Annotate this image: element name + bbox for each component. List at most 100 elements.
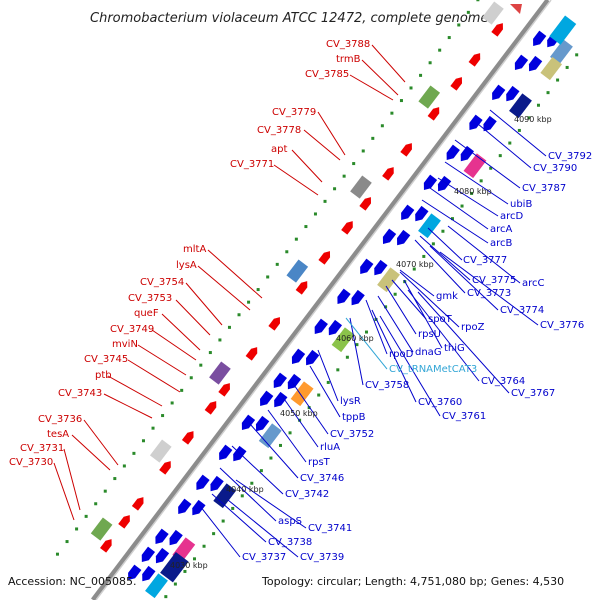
label-leader-line [211, 493, 267, 543]
gene-label[interactable]: trmB [336, 54, 361, 65]
gene-label[interactable]: tesA [47, 429, 69, 440]
reverse-gene-box [331, 327, 355, 353]
gene-label[interactable]: CV_3736 [38, 414, 82, 425]
gene-label[interactable]: arcC [522, 278, 545, 289]
label-leader-line [219, 467, 277, 522]
label-leader-line [151, 329, 197, 361]
gene-label[interactable]: mviN [112, 339, 138, 350]
tick-dot [189, 376, 193, 380]
gene-label[interactable]: apt [271, 144, 287, 155]
gene-label[interactable]: CV_3788 [326, 39, 370, 50]
gene-label[interactable]: CV_3774 [500, 305, 544, 316]
tick-dot [441, 229, 445, 233]
gene-label[interactable]: CV_3792 [548, 151, 592, 162]
reverse-gene-arrow [260, 390, 274, 407]
gene-label[interactable]: gmk [436, 291, 458, 302]
kbp-label: 4050 kbp [280, 409, 318, 418]
tick-dot [202, 544, 206, 548]
gene-label[interactable]: CV_3771 [230, 159, 274, 170]
gene-label[interactable]: CV_3760 [418, 397, 462, 408]
gene-label[interactable]: CV_3731 [20, 443, 64, 454]
gene-label[interactable]: CV_3752 [330, 429, 374, 440]
gene-label[interactable]: lysA [176, 260, 197, 271]
tick-dot [333, 187, 337, 191]
gene-label[interactable]: CV_3737 [242, 552, 286, 563]
label-leader-line [317, 349, 339, 402]
gene-label[interactable]: CV_3778 [257, 125, 301, 136]
reverse-gene-arrow [274, 391, 288, 408]
reverse-gene-arrow [233, 445, 247, 462]
gene-label[interactable]: CV_3739 [300, 552, 344, 563]
reverse-gene-arrow [437, 175, 452, 192]
gene-label[interactable]: dnaG [415, 347, 442, 358]
tick-dot [122, 464, 126, 468]
gene-label[interactable]: CV_3767 [511, 388, 555, 399]
gene-label[interactable]: CV_3777 [463, 255, 507, 266]
gene-label[interactable]: tppB [342, 412, 366, 423]
tick-dot [457, 23, 461, 27]
tick-dot [180, 388, 184, 392]
label-leader-line [349, 317, 364, 386]
rna-gene-label[interactable]: CV_tRNAMetCAT3 [389, 364, 477, 375]
tick-dot [237, 313, 241, 317]
gene-label[interactable]: CV_3746 [300, 473, 344, 484]
gene-label[interactable]: CV_3754 [140, 277, 184, 288]
gene-label[interactable]: CV_3787 [522, 183, 566, 194]
kbp-label: 4080 kbp [454, 187, 492, 196]
gene-label[interactable]: CV_3730 [9, 457, 53, 468]
gene-label[interactable]: CV_3745 [84, 354, 128, 365]
forward-gene-box [418, 85, 441, 109]
tick-dot [342, 174, 346, 178]
gene-label[interactable]: arcB [490, 238, 513, 249]
gene-label[interactable]: rpsU [418, 329, 441, 340]
reverse-gene-arrow [210, 475, 224, 492]
gene-label[interactable]: CV_3761 [442, 411, 486, 422]
label-leader-line [63, 448, 81, 511]
forward-gene-arrow [118, 515, 130, 529]
label-leader-line [414, 239, 466, 294]
gene-label[interactable]: CV_3779 [272, 107, 316, 118]
gene-label[interactable]: CV_3741 [308, 523, 352, 534]
gene-label[interactable]: arcA [490, 224, 513, 235]
label-leader-line [281, 395, 319, 448]
tick-dot [256, 288, 260, 292]
label-leader-line [489, 109, 547, 157]
tick-dot [361, 149, 365, 153]
gene-label[interactable]: CV_3790 [533, 163, 577, 174]
gene-label[interactable]: ubiB [510, 199, 532, 210]
kbp-label: 4090 kbp [514, 115, 552, 124]
gene-label[interactable]: rpsT [308, 457, 331, 468]
gene-label[interactable]: CV_3742 [285, 489, 329, 500]
gene-label[interactable]: mltA [183, 244, 206, 255]
gene-label[interactable]: CV_3738 [268, 537, 312, 548]
gene-label[interactable]: rpoZ [461, 322, 485, 333]
gene-label[interactable]: aspS [278, 516, 302, 527]
gene-label[interactable]: thiG [444, 343, 465, 354]
gene-label[interactable]: CV_3753 [128, 293, 172, 304]
gene-label[interactable]: arcD [500, 211, 524, 222]
reverse-gene-box [509, 93, 532, 119]
forward-gene-arrow [450, 77, 463, 91]
gene-label[interactable]: queF [134, 308, 159, 319]
gene-label[interactable]: CV_3758 [365, 380, 409, 391]
gene-label[interactable]: rpoD [389, 349, 414, 360]
gene-label[interactable]: rluA [320, 442, 340, 453]
label-leader-line [317, 111, 346, 156]
reverse-gene-arrow [460, 145, 475, 162]
gene-label[interactable]: ptb [95, 370, 112, 381]
gene-label[interactable]: CV_3764 [481, 376, 525, 387]
gene-label[interactable]: spoT [428, 314, 453, 325]
label-leader-line [377, 295, 414, 353]
gene-label[interactable]: CV_3776 [540, 320, 584, 331]
gene-label[interactable]: CV_3749 [110, 324, 154, 335]
gene-label[interactable]: lysR [340, 396, 361, 407]
reverse-gene-box [160, 551, 189, 583]
tick-dot [212, 532, 216, 536]
tick-dot [304, 225, 308, 229]
gene-label[interactable]: CV_3773 [467, 288, 511, 299]
reverse-gene-arrow [178, 498, 192, 515]
gene-label[interactable]: CV_3743 [58, 388, 102, 399]
gene-label[interactable]: CV_3785 [305, 69, 349, 80]
label-leader-line [71, 434, 111, 471]
gene-label[interactable]: CV_3775 [472, 275, 516, 286]
